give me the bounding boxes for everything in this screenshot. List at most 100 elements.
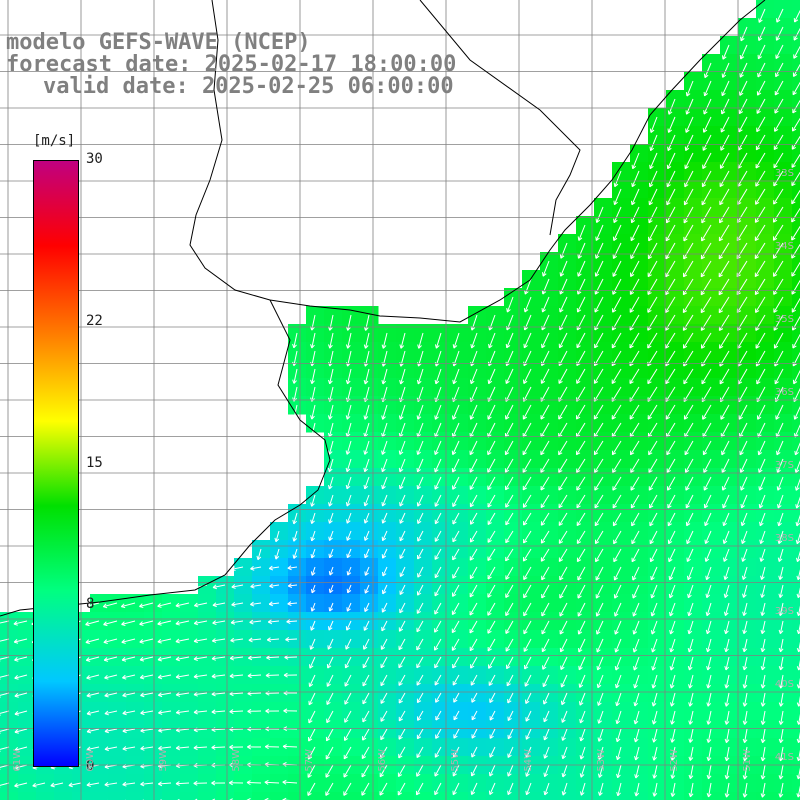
wind-arrow-head — [559, 309, 564, 313]
wind-arrow-shaft — [287, 602, 298, 605]
wind-cell — [180, 648, 199, 667]
wind-arrow-shaft — [667, 152, 676, 169]
wind-arrow-head — [363, 450, 366, 455]
wind-arrow-head — [346, 520, 351, 524]
wind-arrow-head — [176, 712, 181, 715]
wind-cell — [792, 72, 800, 91]
wind-arrow-shaft — [104, 692, 118, 697]
wind-arrow-head — [436, 345, 440, 349]
wind-arrow-head — [326, 738, 331, 742]
wind-arrow-head — [576, 523, 581, 527]
wind-arrow-shaft — [471, 764, 478, 777]
wind-arrow-head — [139, 606, 144, 609]
wind-arrow-shaft — [560, 242, 568, 259]
wind-arrow-shaft — [577, 296, 586, 313]
wind-arrow-head — [762, 757, 766, 762]
wind-arrow-shaft — [268, 620, 280, 623]
wind-arrow-head — [452, 593, 457, 597]
wind-arrow-shaft — [544, 764, 550, 777]
wind-cell — [216, 792, 235, 800]
wind-arrow-head — [689, 684, 693, 689]
wind-arrow-head — [576, 505, 581, 509]
wind-arrow-shaft — [684, 422, 694, 438]
wind-arrow-shaft — [417, 368, 424, 385]
wind-arrow-shaft — [593, 404, 604, 420]
wind-arrow-shaft — [452, 512, 460, 525]
wind-arrow-shaft — [524, 656, 532, 670]
wind-arrow-shaft — [523, 530, 532, 544]
wind-arrow-head — [561, 718, 563, 723]
wind-arrow-head — [687, 593, 689, 598]
wind-arrow-shaft — [471, 728, 478, 739]
wind-arrow-shaft — [667, 512, 676, 527]
wind-arrow-head — [718, 310, 723, 314]
wind-arrow-head — [523, 540, 528, 544]
wind-arrow-head — [559, 613, 564, 617]
wind-arrow-shaft — [231, 620, 244, 624]
wind-arrow-head — [364, 627, 368, 631]
wind-arrow-shaft — [649, 152, 658, 169]
wind-arrow-head — [773, 310, 778, 313]
wind-arrow-head — [650, 630, 653, 635]
wind-arrow-shaft — [719, 332, 730, 349]
wind-arrow-head — [778, 775, 781, 780]
wind-arrow-head — [327, 415, 331, 420]
wind-arrow-shaft — [631, 170, 640, 187]
wind-arrow-shaft — [576, 458, 586, 473]
wind-arrow-head — [777, 521, 780, 526]
wind-arrow-head — [286, 619, 291, 623]
wind-arrow-shaft — [523, 638, 532, 652]
wind-arrow-head — [647, 327, 652, 331]
wind-arrow-head — [175, 620, 180, 625]
wind-arrow-head — [471, 754, 476, 758]
wind-arrow-head — [760, 629, 763, 634]
wind-arrow-head — [559, 541, 564, 544]
wind-arrow-shaft — [704, 530, 712, 544]
wind-arrow-head — [650, 147, 655, 152]
wind-arrow-head — [760, 702, 764, 707]
wind-arrow-head — [633, 737, 636, 743]
wind-arrow-shaft — [743, 638, 748, 652]
wind-arrow-head — [742, 558, 746, 562]
wind-cell — [288, 558, 307, 577]
wind-arrow-head — [104, 782, 109, 786]
wind-arrow-head — [722, 505, 727, 509]
wind-arrow-shaft — [558, 368, 568, 384]
wind-arrow-shaft — [507, 692, 514, 704]
wind-arrow-shaft — [611, 422, 622, 438]
wind-cell — [162, 774, 181, 793]
wind-cell — [126, 594, 145, 613]
wind-arrow-head — [722, 74, 727, 78]
wind-arrow-head — [762, 666, 766, 671]
wind-arrow-head — [724, 684, 727, 689]
wind-arrow-shaft — [434, 440, 442, 455]
wind-arrow-shaft — [683, 368, 694, 385]
wind-arrow-head — [576, 487, 581, 491]
wind-arrow-head — [543, 684, 547, 688]
wind-arrow-head — [738, 381, 743, 385]
wind-arrow-shaft — [293, 368, 298, 384]
wind-arrow-shaft — [329, 386, 334, 402]
wind-arrow-head — [725, 721, 730, 725]
wind-arrow-head — [211, 744, 216, 748]
wind-arrow-head — [365, 572, 369, 576]
wind-arrow-shaft — [452, 566, 460, 579]
wind-arrow-head — [86, 782, 91, 786]
wind-cell — [792, 702, 800, 721]
wind-arrow-shaft — [779, 566, 784, 580]
wind-arrow-shaft — [266, 656, 280, 659]
wind-arrow-shaft — [525, 728, 532, 740]
wind-arrow-head — [651, 595, 655, 599]
wind-arrow-head — [558, 505, 563, 509]
wind-arrow-shaft — [487, 584, 496, 598]
wind-arrow-head — [666, 470, 671, 473]
wind-arrow-head — [310, 626, 312, 631]
wind-arrow-shaft — [665, 386, 676, 402]
wind-arrow-shaft — [399, 404, 406, 420]
wind-arrow-shaft — [0, 638, 10, 642]
wind-arrow-shaft — [761, 764, 766, 780]
wind-arrow-shaft — [452, 764, 460, 777]
wind-arrow-head — [633, 649, 638, 653]
wind-arrow-head — [722, 539, 725, 544]
wind-arrow-head — [667, 128, 670, 133]
